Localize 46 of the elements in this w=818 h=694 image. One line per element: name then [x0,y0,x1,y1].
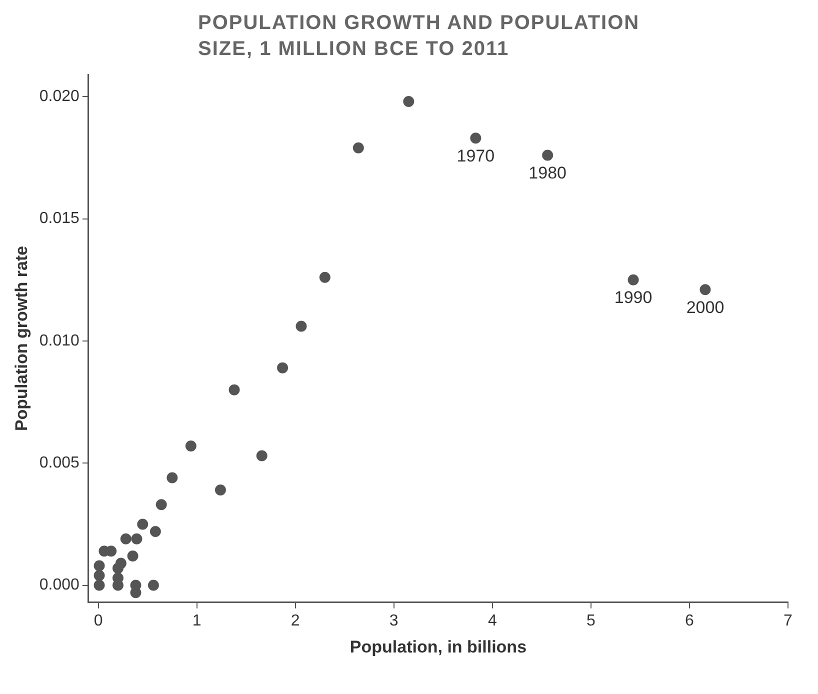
point [148,580,159,591]
point [94,570,105,582]
point [319,272,330,283]
chart-title: POPULATION GROWTH AND POPULATION SIZE, 1 MILLION BCE TO 2011 [197,11,641,62]
point [156,499,167,510]
annotation: 1990 [614,288,652,308]
point [542,150,554,161]
point [352,142,364,154]
point [403,96,414,107]
point [185,440,196,452]
x-axis-title: Population, in billions [350,637,527,656]
point [470,132,482,144]
y-axis-title: Population growth rate [12,246,31,432]
point [700,284,711,296]
point [127,550,138,562]
x-tick-label: 5 [586,612,596,630]
point [166,472,178,484]
point [150,526,161,538]
annotation: 1970 [456,146,495,166]
annotation: 2000 [686,298,724,317]
y-tick-label: 0.020 [39,88,80,105]
point [112,562,124,574]
x-tick-label: 0 [94,612,103,630]
point [130,587,142,598]
annotation: 1980 [528,163,566,182]
point [214,484,226,496]
x-tick-label: 7 [784,612,793,630]
point [131,533,142,544]
x-tick-label: 3 [389,612,398,630]
point [628,274,639,286]
point [296,320,307,332]
x-tick-label: 4 [488,612,497,630]
point [137,518,148,530]
point [120,533,132,544]
y-tick-label: 0.000 [39,576,80,594]
point [94,560,105,572]
point [94,580,105,591]
y-tick-label: 0.010 [39,332,80,350]
x-tick-label: 1 [192,612,202,630]
x-tick-label: 2 [290,612,300,630]
point [256,450,268,462]
y-tick-label: 0.015 [39,210,80,228]
point [228,384,240,396]
point [277,362,288,374]
x-tick-label: 6 [685,612,694,630]
y-tick-label: 0.005 [39,454,80,472]
